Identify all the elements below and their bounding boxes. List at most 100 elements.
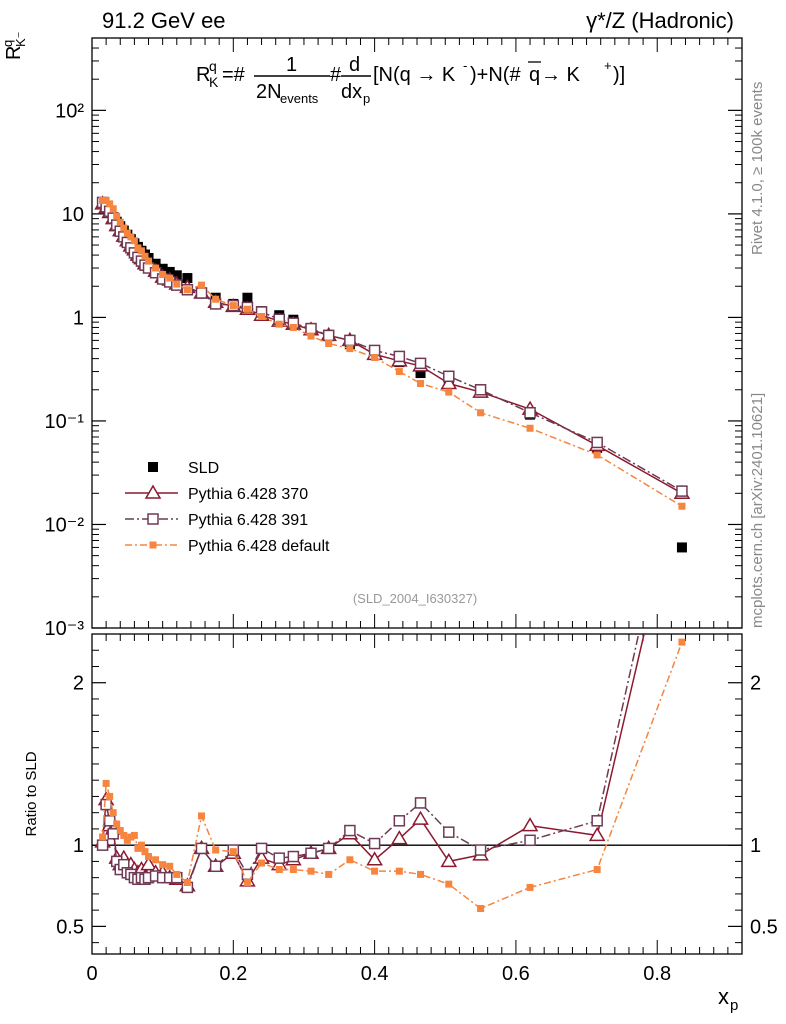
svg-text:p: p: [363, 91, 370, 106]
main-point-p391: [676, 485, 688, 497]
ratio-point-p391: [344, 824, 356, 837]
main-y-tick-label: 10: [62, 204, 84, 226]
x-tick-label: 0.6: [502, 963, 530, 985]
ratio-y-tick-label: 0.5: [56, 916, 84, 938]
ratio-point-pdef: [152, 856, 160, 864]
ratio-point-p391: [305, 847, 317, 860]
ratio-point-pdef: [229, 848, 237, 856]
ratio-ylabel: Ratio to SLD: [23, 751, 40, 836]
main-y-tick-label: 1: [73, 307, 84, 329]
ratio-point-p391: [524, 834, 536, 847]
main-point-pdef: [183, 286, 191, 294]
ratio-point-pdef: [445, 880, 453, 888]
ratio-point-p370: [440, 852, 458, 868]
ratio-point-pdef: [526, 883, 534, 891]
svg-text:2N: 2N: [256, 81, 282, 103]
ratio-point-pdef: [371, 867, 379, 875]
main-axes: 10² 10 1 10⁻¹ 10⁻² 10⁻³: [45, 37, 743, 640]
ratio-y-tick-label: 2: [73, 673, 84, 695]
main-point-pdef: [445, 388, 453, 396]
ratio-point-pdef: [275, 866, 283, 874]
main-point-p391: [322, 329, 335, 342]
ratio-point-p391: [100, 798, 112, 811]
main-point-pdef: [289, 323, 297, 331]
x-axis-label: x p: [718, 984, 738, 1014]
ratio-point-pdef: [141, 848, 149, 856]
ratio-point-p391: [273, 852, 285, 864]
main-y-tick-label: 10⁻¹: [45, 411, 85, 433]
main-point-pdef: [166, 274, 174, 282]
ratio-point-pdef: [159, 861, 167, 869]
svg-text:+: +: [604, 58, 612, 73]
ratio-point-pdef: [134, 844, 142, 852]
main-point-pdef: [346, 345, 354, 353]
ratio-point-pdef: [106, 792, 114, 800]
main-point-pdef: [130, 237, 138, 245]
svg-text:→ K: → K: [541, 64, 581, 86]
mcplots-label: mcplots.cern.ch [arXiv:2401.10621]: [749, 393, 766, 628]
main-point-pdef: [137, 247, 145, 255]
ratio-axes: 0 0.2 0.4 0.6 0.8 0.5 0.5 1 1 2 2: [56, 634, 778, 985]
ratio-point-pdef: [137, 841, 145, 849]
ratio-point-pdef: [325, 870, 333, 878]
svg-text:q: q: [209, 58, 217, 74]
ratio-point-pdef: [395, 867, 403, 875]
ratio-point-p370: [366, 851, 383, 866]
legend-label-p391: Pythia 6.428 391: [188, 512, 308, 529]
ratio-point-p391: [209, 860, 222, 873]
main-point-pdef: [120, 224, 128, 232]
main-point-p391: [344, 334, 356, 347]
svg-text:K⁻: K⁻: [13, 31, 28, 47]
ratio-point-pdef: [113, 820, 121, 828]
main-point-pdef: [395, 368, 403, 376]
svg-text:q: q: [0, 40, 15, 47]
main-y-tick-label: 10²: [55, 100, 84, 122]
main-point-pdef: [141, 252, 149, 260]
ratio-point-pdef: [123, 836, 131, 844]
svg-text:x: x: [718, 984, 729, 1009]
main-point-data: [415, 368, 426, 379]
main-point-pdef: [123, 229, 131, 237]
main-point-p391: [368, 344, 381, 357]
ratio-point-pdef: [593, 866, 601, 874]
svg-text:R: R: [196, 64, 210, 86]
svg-text:#: #: [330, 64, 342, 86]
ratio-point-p370: [521, 817, 539, 832]
main-point-pdef: [325, 339, 333, 347]
legend-marker-data: [148, 462, 158, 472]
ratio-point-pdef: [120, 831, 128, 839]
main-point-pdef: [212, 295, 220, 303]
ratio-point-pdef: [116, 827, 124, 835]
main-point-pdef: [127, 233, 135, 241]
ratio-plot: [92, 634, 742, 913]
main-point-pdef: [109, 205, 117, 213]
x-tick-label: 0.8: [643, 963, 671, 985]
ratio-point-pdef: [477, 905, 485, 913]
ratio-point-pdef: [127, 833, 135, 841]
ratio-point-pdef: [212, 846, 220, 854]
main-point-p391: [393, 350, 406, 363]
x-tick-label: 0: [86, 963, 97, 985]
main-point-data: [182, 273, 193, 284]
main-point-pdef: [229, 302, 237, 310]
ratio-point-pdef: [307, 867, 315, 875]
svg-text:events: events: [280, 91, 319, 106]
ratio-point-pdef: [258, 859, 266, 867]
ratio-point-p370: [588, 826, 606, 842]
ratio-point-p370: [412, 810, 429, 825]
ratio-point-pdef: [102, 779, 110, 787]
main-point-pdef: [526, 424, 534, 432]
ratio-y-tick-label: 1: [73, 835, 84, 857]
main-y-tick-label: 10⁻²: [45, 514, 85, 536]
ratio-point-p391: [96, 839, 109, 851]
svg-text:1: 1: [286, 54, 297, 76]
main-point-pdef: [113, 212, 121, 220]
legend-marker-pdef: [149, 541, 157, 549]
ratio-point-p391: [255, 842, 268, 855]
svg-text:)]: )]: [613, 64, 625, 86]
ratio-point-p391: [414, 797, 427, 809]
ratio-point-p391: [103, 815, 116, 827]
main-point-pdef: [258, 313, 266, 321]
main-point-p391: [443, 370, 455, 383]
svg-text:[N(q → K: [N(q → K: [373, 64, 456, 86]
